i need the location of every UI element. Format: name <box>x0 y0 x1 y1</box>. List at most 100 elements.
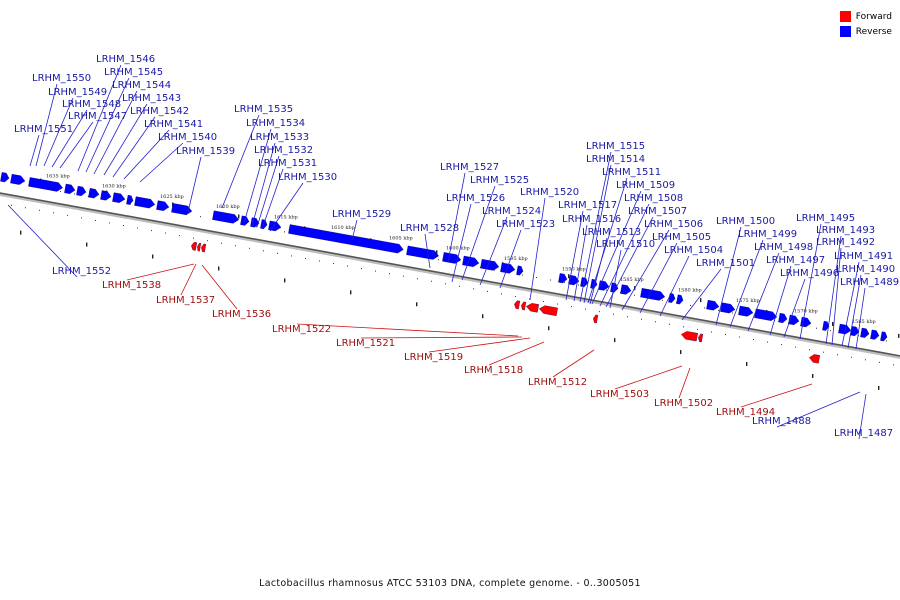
leader-line <box>126 263 195 281</box>
scale-label: 1565 kbp <box>852 319 876 325</box>
scale-dot <box>662 299 663 301</box>
scale-dot <box>753 339 754 341</box>
gene-label: LRHM_1552 <box>52 266 111 277</box>
gene-label: LRHM_1497 <box>766 255 825 266</box>
gene-label: LRHM_1534 <box>246 118 305 129</box>
gene-label: LRHM_1503 <box>590 389 649 400</box>
scale-dot <box>536 277 537 279</box>
leader-line <box>621 229 670 311</box>
forward-gene-arrow <box>201 243 207 253</box>
scale-label: 1570 kbp <box>794 309 818 315</box>
scale-tick <box>878 385 880 390</box>
leader-line <box>783 278 806 338</box>
leader-line <box>587 177 628 304</box>
gene-label: LRHM_1538 <box>102 280 161 291</box>
gene-label: LRHM_1488 <box>752 416 811 427</box>
leader-line <box>351 219 358 241</box>
leader-line <box>858 393 867 440</box>
leader-line <box>847 274 862 349</box>
scale-labels: 1635 kbp 1630 kbp 1625 kbp 1620 kbp 1615 kbp… <box>46 173 876 325</box>
gene-leader-lines <box>7 64 867 440</box>
gene-label: LRHM_1509 <box>616 180 675 191</box>
leader-line <box>740 383 813 408</box>
leader-line <box>614 365 683 390</box>
scale-dot <box>319 260 320 262</box>
gene-label: LRHM_1517 <box>558 200 617 211</box>
gene-label: LRHM_1520 <box>520 187 579 198</box>
reverse-gene-arrow <box>10 173 26 185</box>
gene-label: LRHM_1502 <box>654 398 713 409</box>
gene-label: LRHM_1505 <box>652 232 711 243</box>
scale-dot <box>53 212 54 214</box>
scale-dot <box>25 207 26 209</box>
scale-tick <box>680 350 682 355</box>
scale-dot <box>445 283 446 285</box>
scale-dot <box>669 323 670 325</box>
gene-label: LRHM_1544 <box>112 80 171 91</box>
forward-gene-arrow <box>539 305 558 316</box>
map-caption: Lactobacillus rhamnosus ATCC 53103 DNA, … <box>259 578 641 589</box>
reverse-gene-arrow <box>288 224 404 254</box>
scale-dot <box>711 331 712 333</box>
scale-dot <box>130 203 131 205</box>
gene-label: LRHM_1493 <box>816 225 875 236</box>
scale-dot <box>473 288 474 290</box>
genome-axis-line <box>0 192 900 357</box>
scale-dot <box>207 240 208 242</box>
scale-dot <box>809 349 810 351</box>
reverse-gene-arrow <box>706 299 720 311</box>
reverse-gene-arrow <box>100 190 112 201</box>
reverse-gene-arrow <box>112 192 126 203</box>
reverse-gene-arrow <box>156 200 170 211</box>
gene-label: LRHM_1500 <box>716 216 775 227</box>
leader-line <box>256 155 280 228</box>
leader-line <box>776 391 861 428</box>
leader-line <box>43 97 74 167</box>
leader-line <box>825 235 842 345</box>
gene-label: LRHM_1527 <box>440 162 499 173</box>
gene-label: LRHM_1522 <box>272 324 331 335</box>
genome-axis <box>0 192 900 359</box>
gene-label: LRHM_1524 <box>482 206 541 217</box>
scale-label: 1620 kbp <box>216 204 240 210</box>
scale-dot <box>67 214 68 216</box>
leader-line <box>35 83 58 167</box>
scale-dot <box>571 306 572 308</box>
leader-line <box>609 249 622 309</box>
scale-tick <box>746 362 748 367</box>
gene-label: LRHM_1525 <box>470 175 529 186</box>
scale-dot <box>403 275 404 277</box>
leader-line <box>103 103 148 176</box>
scale-dot <box>823 351 824 353</box>
scale-dot <box>564 282 565 284</box>
scale-dot <box>550 279 551 281</box>
scale-dot <box>263 250 264 252</box>
scale-dot <box>613 313 614 315</box>
leader-line <box>589 237 608 305</box>
gene-label: LRHM_1540 <box>158 132 217 143</box>
gene-label: LRHM_1508 <box>624 193 683 204</box>
scale-tick <box>568 274 570 279</box>
gene-label: LRHM_1492 <box>816 237 875 248</box>
scale-dot <box>543 301 544 303</box>
scale-tick <box>700 298 702 303</box>
scale-dot <box>347 265 348 267</box>
scale-dot <box>221 242 222 244</box>
gene-label: LRHM_1489 <box>840 277 899 288</box>
gene-label: LRHM_1532 <box>254 145 313 156</box>
scale-dot <box>529 298 530 300</box>
leader-line <box>499 229 522 289</box>
leader-line <box>552 349 595 378</box>
scale-label: 1610 kbp <box>331 225 355 231</box>
forward-gene-arrow <box>809 354 821 364</box>
gene-label: LRHM_1496 <box>780 268 839 279</box>
reverse-gene-arrow <box>480 259 500 271</box>
leader-line <box>729 239 764 328</box>
scale-label: 1630 kbp <box>102 183 126 189</box>
leader-line <box>187 156 202 213</box>
leader-line <box>251 142 276 227</box>
scale-dot <box>697 328 698 330</box>
scale-dot <box>249 247 250 249</box>
scale-dot <box>893 364 894 366</box>
scale-dot <box>585 308 586 310</box>
